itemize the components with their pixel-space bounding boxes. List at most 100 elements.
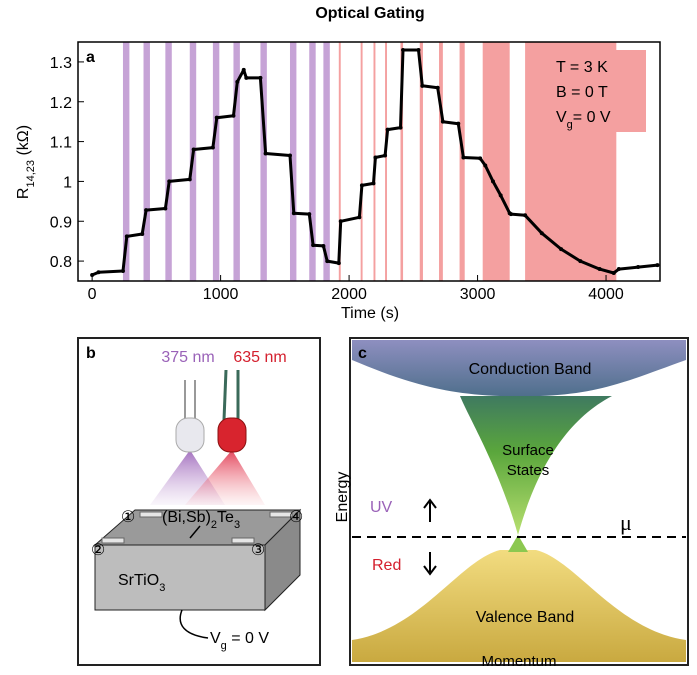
gate-wire <box>180 610 208 638</box>
text-part: B = 0 T <box>556 84 608 101</box>
down-arrow <box>424 552 436 574</box>
contact-label: ④ <box>289 509 303 526</box>
illumination-band <box>483 42 510 281</box>
data-point <box>360 183 364 187</box>
data-point <box>386 128 390 132</box>
data-point <box>636 265 640 269</box>
data-point <box>163 207 167 211</box>
text-part: (kΩ) <box>15 125 32 160</box>
surface-label: Surface <box>502 442 554 459</box>
uv-led <box>176 418 204 452</box>
data-point <box>357 215 361 219</box>
led-leg <box>224 370 226 420</box>
data-point <box>231 114 235 118</box>
x-axis-label: Momentum <box>481 653 556 670</box>
uv-label: 375 nm <box>161 349 214 366</box>
data-point <box>461 156 465 160</box>
chart-a: Optical Gating Time (s) R14,23 (kΩ) 0100… <box>15 5 660 322</box>
data-point <box>436 86 440 90</box>
data-point <box>499 193 503 197</box>
data-point <box>441 120 445 124</box>
data-point <box>383 154 387 158</box>
contact-pad <box>140 512 162 517</box>
text-part: V <box>210 630 221 647</box>
data-point <box>401 48 405 52</box>
page: Optical Gating Time (s) R14,23 (kΩ) 0100… <box>0 0 697 675</box>
x-tick-label: 1000 <box>203 286 239 303</box>
data-point <box>509 212 513 216</box>
mu-label: μ <box>620 510 632 535</box>
data-point <box>416 48 420 52</box>
gate-label: Vg = 0 V <box>210 630 269 652</box>
data-point <box>617 267 621 271</box>
annotation: B = 0 T <box>556 84 608 101</box>
uv-label: UV <box>370 499 393 516</box>
data-point <box>307 212 311 216</box>
y-tick-label: 0.8 <box>50 254 72 271</box>
data-point <box>242 68 246 72</box>
data-point <box>211 146 215 150</box>
conduction-label: Conduction Band <box>469 361 592 378</box>
text-part: Te <box>217 509 234 526</box>
data-point <box>244 76 248 80</box>
panel-c: c Conduction Band Surface States Valence… <box>334 338 688 670</box>
data-point <box>371 181 375 185</box>
y-tick-label: 1 <box>63 174 72 191</box>
data-point <box>598 267 602 271</box>
panel-label: a <box>86 49 95 66</box>
data-point <box>192 148 196 152</box>
contact-label: ② <box>91 542 105 559</box>
data-point <box>215 116 219 120</box>
y-tick-label: 0.9 <box>50 214 72 231</box>
annotation: T = 3 K <box>556 59 608 76</box>
y-tick-label: 1.2 <box>50 95 72 112</box>
data-point <box>325 259 329 263</box>
valence-label: Valence Band <box>476 609 574 626</box>
data-point <box>292 211 296 215</box>
text-part: T = 3 K <box>556 59 608 76</box>
surface-label: States <box>507 462 550 479</box>
subscript: 3 <box>234 519 240 531</box>
data-point <box>97 270 101 274</box>
data-point <box>483 163 487 167</box>
red-label: Red <box>372 557 401 574</box>
subscript: 3 <box>159 582 165 594</box>
data-point <box>373 156 377 160</box>
illumination-band <box>385 42 387 281</box>
panel-label: c <box>358 345 367 362</box>
data-point <box>339 219 343 223</box>
text-part: V <box>556 109 567 126</box>
contact-label: ① <box>121 509 135 526</box>
y-axis-label: R14,23 (kΩ) <box>15 125 37 199</box>
figure: Optical Gating Time (s) R14,23 (kΩ) 0100… <box>0 0 697 675</box>
data-point <box>235 80 239 84</box>
data-point <box>188 177 192 181</box>
data-point <box>478 156 482 160</box>
y-tick-label: 1.1 <box>50 135 72 152</box>
data-point <box>264 152 268 156</box>
x-tick-label: 4000 <box>588 286 624 303</box>
x-tick-label: 2000 <box>331 286 367 303</box>
data-point <box>288 154 292 158</box>
data-point <box>456 122 460 126</box>
data-point <box>167 179 171 183</box>
red-led <box>218 418 246 452</box>
data-point <box>125 234 129 238</box>
text-part: = 0 V <box>573 109 611 126</box>
illumination-band <box>144 42 150 281</box>
text-part: = 0 V <box>227 630 270 647</box>
data-point <box>337 261 341 265</box>
data-point <box>420 84 424 88</box>
x-tick-label: 0 <box>88 286 97 303</box>
data-point <box>523 213 527 217</box>
illumination-band <box>165 42 171 281</box>
text-part: SrTiO <box>118 572 159 589</box>
red-label: 635 nm <box>233 349 286 366</box>
illumination-band <box>439 42 443 281</box>
data-point <box>311 243 315 247</box>
x-tick-label: 3000 <box>460 286 496 303</box>
up-arrow <box>424 500 436 522</box>
data-point <box>144 208 148 212</box>
data-point <box>258 76 262 80</box>
data-point <box>578 259 582 263</box>
